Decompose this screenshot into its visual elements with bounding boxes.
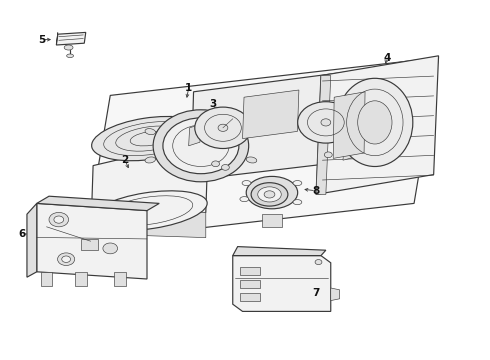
Text: 4: 4 [383, 53, 391, 63]
Ellipse shape [264, 191, 275, 198]
Ellipse shape [103, 243, 118, 254]
Ellipse shape [153, 110, 248, 182]
Polygon shape [86, 58, 439, 241]
Polygon shape [191, 70, 360, 180]
Ellipse shape [64, 45, 73, 50]
Polygon shape [331, 288, 340, 301]
Ellipse shape [92, 116, 207, 161]
Text: 7: 7 [312, 288, 320, 298]
Polygon shape [81, 239, 98, 250]
Polygon shape [333, 92, 365, 158]
Ellipse shape [321, 119, 331, 126]
Ellipse shape [218, 124, 228, 131]
Ellipse shape [240, 197, 249, 202]
Text: 8: 8 [313, 186, 319, 196]
Polygon shape [316, 56, 439, 194]
Polygon shape [189, 124, 201, 146]
Ellipse shape [62, 256, 71, 262]
Ellipse shape [67, 54, 74, 58]
Polygon shape [41, 272, 52, 286]
Polygon shape [75, 272, 87, 286]
Text: 3: 3 [210, 99, 217, 109]
Ellipse shape [57, 253, 74, 265]
Ellipse shape [246, 176, 298, 209]
Polygon shape [56, 32, 58, 45]
Text: 6: 6 [19, 229, 25, 239]
Polygon shape [56, 32, 86, 45]
Ellipse shape [246, 129, 257, 135]
Polygon shape [343, 140, 358, 160]
Polygon shape [37, 203, 147, 279]
Ellipse shape [49, 212, 69, 227]
Text: 5: 5 [38, 35, 45, 45]
Ellipse shape [293, 199, 302, 204]
Polygon shape [262, 214, 282, 227]
Polygon shape [27, 203, 37, 277]
Polygon shape [114, 272, 126, 286]
Ellipse shape [163, 118, 239, 174]
Ellipse shape [337, 78, 413, 166]
Ellipse shape [221, 165, 229, 170]
Ellipse shape [258, 187, 281, 202]
Polygon shape [233, 247, 326, 256]
Polygon shape [233, 256, 331, 311]
Polygon shape [240, 267, 260, 275]
Polygon shape [240, 280, 260, 288]
Polygon shape [37, 196, 159, 211]
Ellipse shape [298, 102, 354, 143]
Polygon shape [91, 139, 208, 239]
Polygon shape [316, 76, 331, 194]
Ellipse shape [251, 183, 288, 206]
Ellipse shape [358, 101, 392, 144]
Text: 1: 1 [185, 83, 192, 93]
Polygon shape [240, 293, 260, 301]
Ellipse shape [145, 157, 155, 163]
Ellipse shape [92, 191, 207, 230]
Ellipse shape [54, 216, 64, 223]
Ellipse shape [315, 260, 322, 265]
Ellipse shape [212, 161, 220, 167]
Ellipse shape [242, 180, 251, 186]
Ellipse shape [195, 107, 251, 149]
Ellipse shape [246, 157, 257, 163]
Ellipse shape [145, 129, 155, 135]
Polygon shape [243, 90, 299, 139]
Ellipse shape [324, 152, 332, 158]
Text: 2: 2 [122, 155, 128, 165]
Polygon shape [96, 209, 206, 238]
Ellipse shape [293, 180, 302, 186]
